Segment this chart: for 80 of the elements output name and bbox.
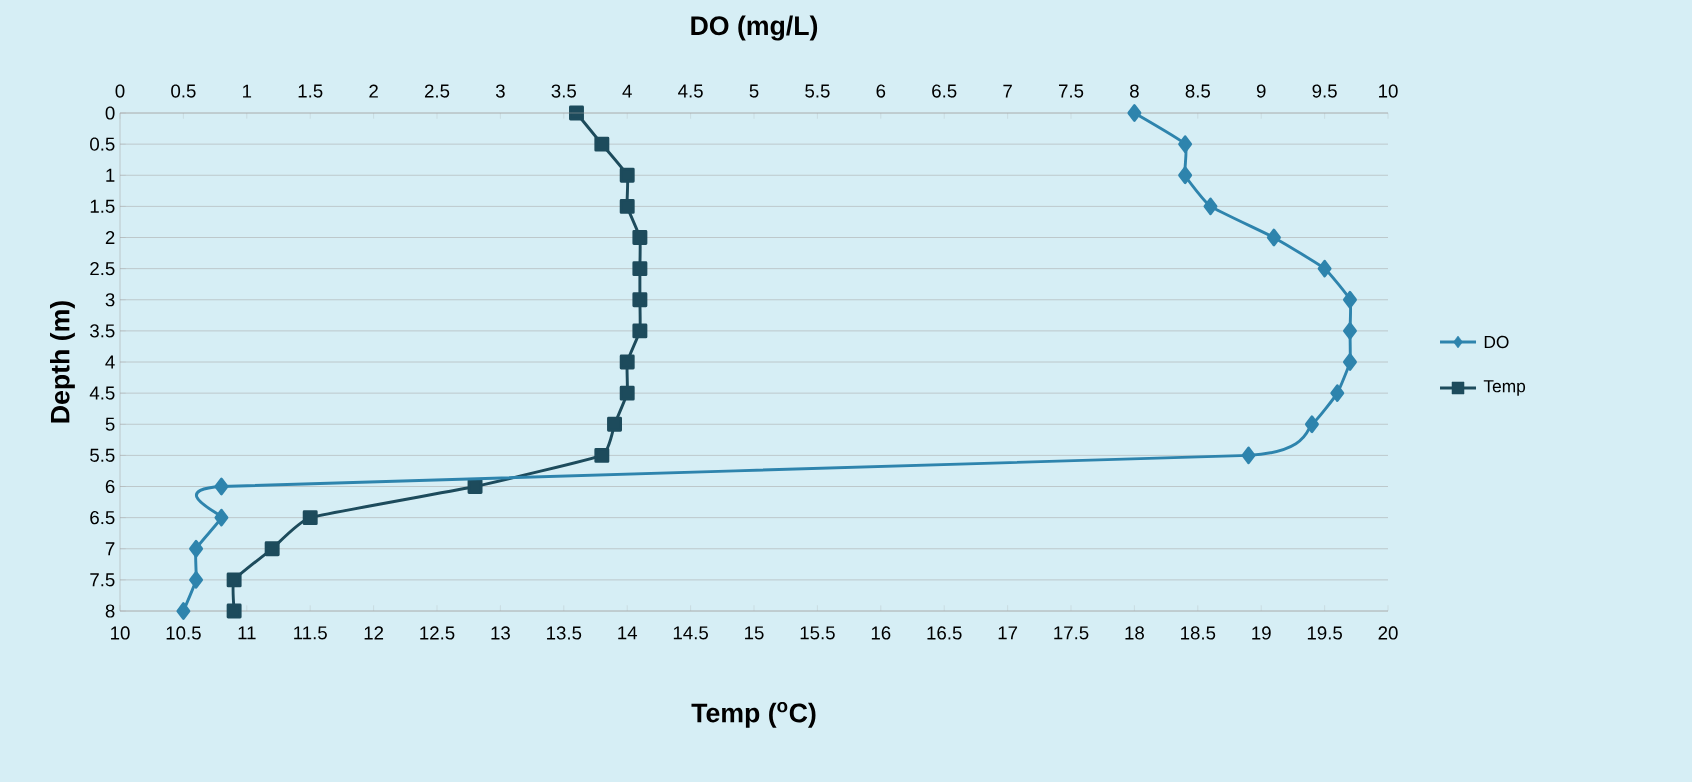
x-tick-label: 18: [1125, 626, 1144, 640]
x2-tick-label: 0.5: [171, 84, 196, 98]
x-tick-label: 14: [618, 626, 638, 640]
x-tick-label: 14.5: [673, 626, 708, 640]
y-tick-label: 1: [106, 168, 115, 182]
x2-tick-label: 2.5: [424, 84, 450, 98]
x2-tick-label: 0: [115, 84, 125, 98]
x-tick-label: 11: [238, 626, 256, 640]
x2-tick-label: 2: [369, 84, 378, 98]
x-tick-label: 16: [871, 626, 891, 640]
y-tick-label: 0: [105, 106, 115, 120]
point: [632, 230, 648, 245]
x2-tick-label: 5.5: [805, 84, 830, 98]
y-tick-label: 6.5: [90, 511, 115, 525]
point: [619, 354, 635, 370]
y-tick-label: 1.5: [90, 199, 115, 213]
y-tick-label: 4.5: [89, 386, 115, 400]
x2-axis-title: DO (mg/L): [691, 15, 818, 41]
x-axis-title: Temp ($^{o}$C): [691, 702, 816, 728]
legend-label: Temp: [1483, 380, 1526, 396]
x-tick-label: 12: [364, 626, 384, 640]
y-tick-label: 3.5: [90, 324, 115, 338]
point: [226, 572, 242, 588]
x2-tick-label: 3.5: [551, 84, 576, 98]
y-tick-label: 3: [105, 293, 115, 307]
x-tick-label: 15: [745, 626, 764, 640]
point: [632, 323, 648, 339]
x2-tick-label: 6.5: [932, 84, 957, 98]
y-axis-title: Depth (m): [50, 301, 75, 423]
y-tick-label: 6: [105, 479, 115, 494]
y-tick-label: 7.5: [90, 573, 115, 587]
point: [467, 479, 483, 494]
y-tick-label: 4: [105, 355, 115, 369]
x2-tick-label: 4: [622, 84, 632, 98]
x2-tick-label: 1.5: [298, 84, 323, 98]
y-tick-label: 5.5: [90, 448, 115, 462]
x-tick-label: 15.5: [800, 626, 835, 640]
x-tick-label: 19: [1252, 626, 1271, 640]
x-tick-label: 10.5: [166, 626, 201, 640]
x2-tick-label: 6: [876, 84, 886, 98]
x-tick-label: 11.5: [294, 626, 327, 640]
x2-tick-label: 7.5: [1059, 84, 1084, 98]
y-tick-label: 7: [105, 542, 115, 556]
point: [264, 541, 280, 557]
x2-tick-label: 4.5: [678, 84, 703, 98]
legend-label: DO: [1484, 335, 1509, 349]
y-tick-label: 5: [105, 417, 115, 431]
x2-tick-label: 9.5: [1312, 84, 1337, 98]
point: [594, 136, 610, 152]
x-tick-label: 12.5: [420, 626, 455, 640]
x2-tick-label: 9: [1256, 84, 1266, 98]
x2-tick-label: 7: [1003, 84, 1012, 98]
point: [302, 510, 318, 526]
point: [607, 416, 622, 432]
x-tick-label: 17: [998, 626, 1018, 640]
point: [619, 167, 635, 183]
x-tick-label: 13: [491, 626, 510, 640]
x-tick-label: 19.5: [1307, 626, 1342, 640]
point: [632, 292, 648, 308]
point: [632, 261, 648, 277]
point: [226, 603, 242, 619]
x-tick-label: 20: [1378, 626, 1398, 640]
x-tick-label: 16.5: [927, 626, 962, 640]
point: [619, 198, 635, 214]
y-tick-label: 8: [105, 604, 115, 618]
x2-tick-label: 3: [495, 84, 505, 98]
x2-tick-label: 8.5: [1185, 84, 1210, 98]
point: [619, 385, 635, 401]
x-tick-label: 17.5: [1054, 626, 1089, 640]
x-tick-label: 13.5: [547, 626, 582, 640]
x2-tick-label: 5: [749, 84, 759, 98]
x-tick-label: 18.5: [1181, 626, 1216, 640]
y-tick-label: 2: [105, 230, 115, 245]
x2-tick-label: 8: [1130, 84, 1139, 98]
x-tick-label: 10: [111, 626, 130, 640]
x2-tick-label: 10: [1379, 84, 1398, 98]
y-tick-label: 2.5: [90, 262, 115, 276]
point: [594, 447, 610, 463]
x2-tick-label: 1: [243, 84, 252, 98]
y-tick-label: 0.5: [90, 137, 115, 151]
